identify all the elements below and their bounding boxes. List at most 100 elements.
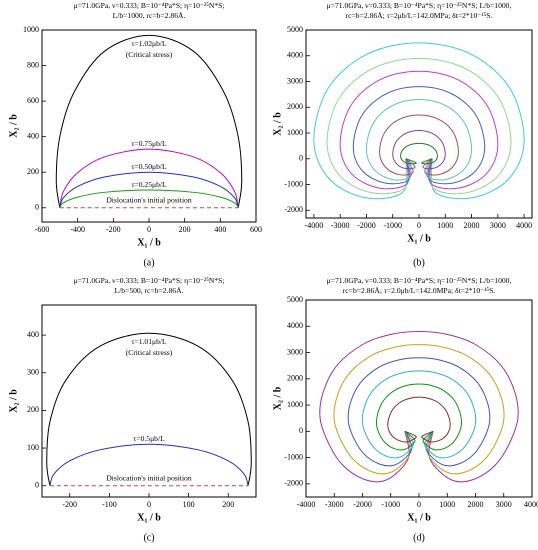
x-axis-label: X₁ / b	[137, 237, 161, 248]
panel-caption: (c)	[143, 532, 154, 543]
y-tick-label: 4000	[287, 321, 303, 330]
y-tick-label: 1000	[287, 400, 303, 409]
x-tick-label: 3000	[496, 500, 512, 509]
x-tick-label: -4000	[297, 500, 316, 509]
y-tick-label: 0	[299, 154, 303, 163]
panel-title: μ=71.0GPa, ν=0.333; B=10⁻⁴Pa*S; η=10⁻²⁵N…	[327, 276, 512, 285]
x-tick-label: -200	[106, 225, 121, 234]
y-tick-label: 4000	[287, 51, 303, 60]
y-tick-label: 400	[27, 330, 39, 339]
curve	[387, 396, 451, 443]
x-tick-label: 2000	[468, 500, 484, 509]
x-tick-label: 600	[250, 225, 262, 234]
y-tick-label: 400	[27, 131, 39, 140]
x-tick-label: -2000	[353, 500, 372, 509]
x-tick-label: 1000	[437, 221, 453, 230]
curve	[59, 148, 239, 208]
curve	[361, 370, 477, 459]
x-tick-label: -1000	[381, 500, 400, 509]
curve	[319, 331, 519, 483]
curve	[352, 86, 486, 185]
x-tick-label: 200	[222, 500, 234, 509]
panel-title: rc=b=2.86Å; τ=2μb/L=142.0MPa; δt=2*10⁻¹⁵…	[346, 11, 493, 20]
y-tick-label: 5000	[287, 295, 303, 304]
x-tick-label: -400	[70, 225, 85, 234]
curve-label: τ=0.50μb/L	[131, 162, 167, 171]
plot-frame	[305, 299, 533, 498]
curve	[55, 34, 243, 208]
y-tick-label: 200	[27, 405, 39, 414]
y-axis-label: X₂ / b	[272, 386, 283, 410]
x-tick-label: -1000	[383, 221, 402, 230]
curve	[347, 357, 491, 467]
curve	[333, 344, 505, 475]
panel-caption: (b)	[413, 257, 425, 268]
curve-label: τ=0.75μb/L	[131, 139, 167, 148]
y-tick-label: 0	[299, 426, 303, 435]
panel-title: L/b=500, rc=b=2.86Å.	[115, 286, 184, 295]
x-tick-label: 100	[183, 500, 195, 509]
panel: μ=71.0GPa, ν=0.333; B=10⁻⁴Pa*S; η=10⁻²⁵N…	[8, 1, 262, 269]
panel-title: μ=71.0GPa, ν=0.333; B=10⁻⁴Pa*S; η=10⁻²⁵N…	[74, 1, 225, 10]
curve	[392, 129, 446, 170]
x-tick-label: 4000	[524, 500, 538, 509]
curve	[379, 114, 459, 176]
curve-label: τ=0.5μb/L	[133, 434, 165, 443]
x-tick-label: 400	[214, 225, 226, 234]
y-tick-label: 2000	[287, 102, 303, 111]
curve-label: Dislocation's initial position	[106, 473, 192, 482]
curve	[339, 70, 499, 190]
y-tick-label: -2000	[284, 205, 303, 214]
x-axis-label: X₁ / b	[137, 512, 161, 523]
y-tick-label: 600	[27, 96, 39, 105]
panel-title: L/b=1000, rc=b=2.86Å.	[113, 11, 186, 20]
y-axis-label: X₂ / b	[8, 114, 19, 138]
x-axis-label: X₁ / b	[407, 233, 431, 244]
plot-frame	[305, 29, 533, 219]
y-tick-label: 3000	[287, 76, 303, 85]
curve	[59, 171, 239, 208]
y-tick-label: 300	[27, 368, 39, 377]
y-axis-label: X₂ / b	[8, 389, 19, 413]
panel-title: μ=71.0GPa, ν=0.333; B=10⁻⁴Pa*S; η=10⁻²⁵N…	[327, 1, 512, 10]
x-tick-label: -600	[35, 225, 50, 234]
curve	[326, 57, 512, 195]
y-tick-label: 1000	[23, 25, 39, 34]
panel-caption: (d)	[413, 532, 425, 543]
y-tick-label: 0	[35, 203, 39, 212]
x-tick-label: 4000	[516, 221, 532, 230]
x-axis-label: X₁ / b	[407, 512, 431, 523]
plot-frame	[41, 29, 257, 223]
x-tick-label: -100	[102, 500, 117, 509]
y-tick-label: 100	[27, 443, 39, 452]
curve	[49, 443, 249, 486]
curve	[375, 383, 463, 451]
annotation: (Critical stress)	[126, 348, 173, 357]
curve	[313, 42, 525, 200]
y-axis-label: X₂ / b	[272, 112, 283, 136]
annotation: (Critical stress)	[126, 50, 173, 59]
x-tick-label: -3000	[325, 500, 344, 509]
panel-title: μ=71.0GPa, ν=0.333; B=10⁻⁴Pa*S; η=10⁻²⁵N…	[74, 276, 225, 285]
x-tick-label: 0	[147, 225, 151, 234]
curve	[59, 189, 239, 209]
y-tick-label: -2000	[284, 479, 303, 488]
y-tick-label: 2000	[287, 374, 303, 383]
y-tick-label: 5000	[287, 25, 303, 34]
plot-frame	[41, 304, 257, 498]
panel: μ=71.0GPa, ν=0.333; B=10⁻⁴Pa*S; η=10⁻²⁵N…	[8, 276, 257, 543]
x-tick-label: 0	[417, 500, 421, 509]
panel-title: rc=b=2.86Å; τ=2.0μb/L=142.0MPa; δt=2*10⁻…	[343, 286, 496, 295]
y-tick-label: 200	[27, 167, 39, 176]
y-tick-label: -1000	[284, 179, 303, 188]
x-tick-label: -4000	[305, 221, 324, 230]
curve	[46, 332, 252, 486]
curve	[365, 99, 473, 181]
x-tick-label: 2000	[464, 221, 480, 230]
x-tick-label: -200	[62, 500, 77, 509]
y-tick-label: 0	[35, 481, 39, 490]
curve-label: Dislocation's initial position	[106, 196, 192, 205]
x-tick-label: 1000	[439, 500, 455, 509]
x-tick-label: 0	[417, 221, 421, 230]
